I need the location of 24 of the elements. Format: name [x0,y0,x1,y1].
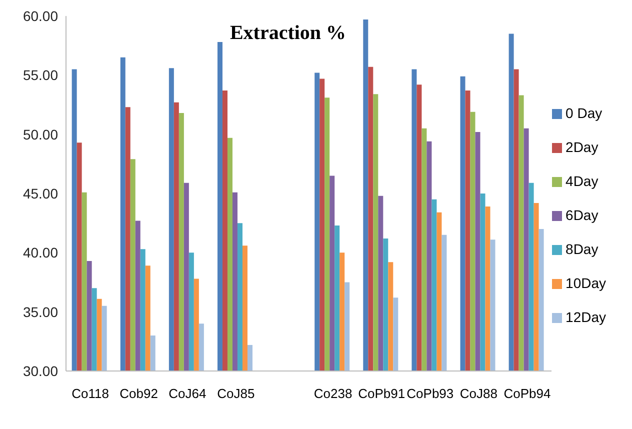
x-tick-label: CoPb94 [504,386,551,402]
x-tick-label: CoJ85 [217,386,255,402]
x-tick-label: CoJ64 [168,386,206,402]
x-tick-label: CoJ88 [460,386,498,402]
y-tick-label: 50.00 [22,126,58,142]
y-tick-label: 40.00 [22,244,58,261]
legend-label: 6Day [566,206,598,222]
x-tick-label: CoPb91 [358,386,406,402]
legend-label: 4Day [566,172,598,188]
y-tick-label: 30.00 [22,362,58,379]
chart-title: Extraction % [228,22,348,45]
legend-label: 10Day [566,274,606,290]
y-tick-label: 55.00 [22,67,58,84]
y-tick-label: 45.00 [22,185,58,202]
x-tick-label: Cob92 [120,386,158,402]
y-tick-label: 35.00 [22,304,58,320]
legend-label: 0 Day [566,104,602,120]
y-tick-label: 60.00 [22,8,58,24]
x-tick-label: Co238 [314,386,352,402]
legend-label: 8Day [566,240,598,256]
legend-label: 2Day [566,138,598,154]
legend-label: 12Day [566,308,606,324]
x-tick-label: CoPb93 [406,386,454,402]
x-tick-label: Co118 [72,386,109,402]
